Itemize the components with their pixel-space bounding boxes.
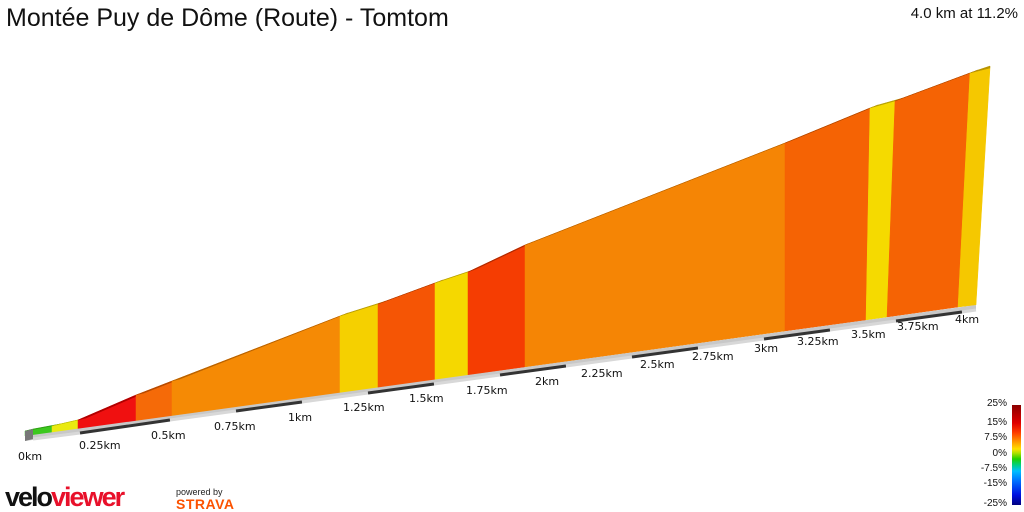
segment-top-face xyxy=(969,65,991,74)
legend-label: 7.5% xyxy=(984,432,1007,443)
distance-tick-band xyxy=(961,308,977,314)
distance-tick-label: 0.5km xyxy=(151,429,186,442)
distance-tick-label: 2.5km xyxy=(640,358,675,371)
gradient-segment xyxy=(339,303,379,394)
distance-tick-label: 1.75km xyxy=(466,384,508,397)
distance-tick-label: 3.5km xyxy=(851,328,886,341)
gradient-segment xyxy=(886,72,971,318)
gradient-segments xyxy=(24,65,991,437)
distance-tick-label: 0.25km xyxy=(79,439,121,452)
distance-tick-label: 3.25km xyxy=(797,335,839,348)
distance-tick-label: 1km xyxy=(288,411,312,424)
distance-tick-label: 4km xyxy=(955,313,979,326)
gradient-segment xyxy=(524,142,786,368)
distance-tick-band xyxy=(697,337,765,350)
legend-label: -25% xyxy=(983,498,1007,509)
legend-label: -15% xyxy=(983,478,1007,489)
legend-label: 0% xyxy=(992,448,1007,459)
distance-tick-band xyxy=(301,391,369,404)
veloviewer-logo[interactable]: velo viewer xyxy=(5,482,125,512)
distance-tick-label: 1.5km xyxy=(409,392,444,405)
gradient-legend: 25% 15% 7.5% 0% -7.5% -15% -25% xyxy=(970,398,1024,512)
gradient-color-scale xyxy=(1012,405,1021,505)
distance-tick-label: 0.75km xyxy=(214,420,256,433)
distance-tick-band xyxy=(32,431,81,441)
gradient-segment xyxy=(377,282,436,389)
powered-by-strava[interactable]: powered by STRAVA xyxy=(176,487,246,511)
gradient-segment xyxy=(135,380,173,422)
legend-label: -7.5% xyxy=(980,463,1007,474)
gradient-segment xyxy=(434,271,469,381)
distance-tick-label: 0km xyxy=(18,450,42,463)
distance-tick-band xyxy=(763,328,831,341)
distance-tick-label: 2.75km xyxy=(692,350,734,363)
legend-label: 15% xyxy=(986,417,1007,428)
logo-velo-text: velo xyxy=(5,482,53,512)
distance-tick-label: 3.75km xyxy=(897,320,939,333)
logo-viewer-text: viewer xyxy=(51,482,125,512)
profile-left-cap xyxy=(25,429,33,441)
distance-tick-band xyxy=(565,355,633,368)
climb-summary: 4.0 km at 11.2% xyxy=(910,5,1018,22)
distance-tick-label: 2.25km xyxy=(581,367,623,380)
legend-label: 25% xyxy=(986,398,1007,409)
distance-tick-band xyxy=(235,400,303,413)
distance-tick-label: 3km xyxy=(754,342,778,355)
strava-logo: STRAVA xyxy=(176,496,235,512)
distance-tick-band xyxy=(895,310,963,323)
distance-tick-labels: 0km 0.25km 0.5km 0.75km 1km 1.25km 1.5km 1.75km… xyxy=(18,313,979,463)
page-title: Montée Puy de Dôme (Route) - Tomtom xyxy=(6,4,449,32)
distance-axis xyxy=(25,305,977,441)
distance-tick-label: 1.25km xyxy=(343,401,385,414)
gradient-segment xyxy=(467,244,526,376)
distance-tick-band xyxy=(367,382,435,395)
distance-tick-band xyxy=(169,409,237,422)
distance-tick-band xyxy=(79,418,171,435)
gradient-segment xyxy=(784,107,871,332)
distance-tick-band xyxy=(433,373,501,386)
distance-tick-band xyxy=(499,364,567,377)
powered-by-text: powered by xyxy=(176,487,223,497)
distance-tick-band xyxy=(631,346,699,359)
distance-tick-band xyxy=(829,319,897,332)
distance-tick-label: 2km xyxy=(535,375,559,388)
